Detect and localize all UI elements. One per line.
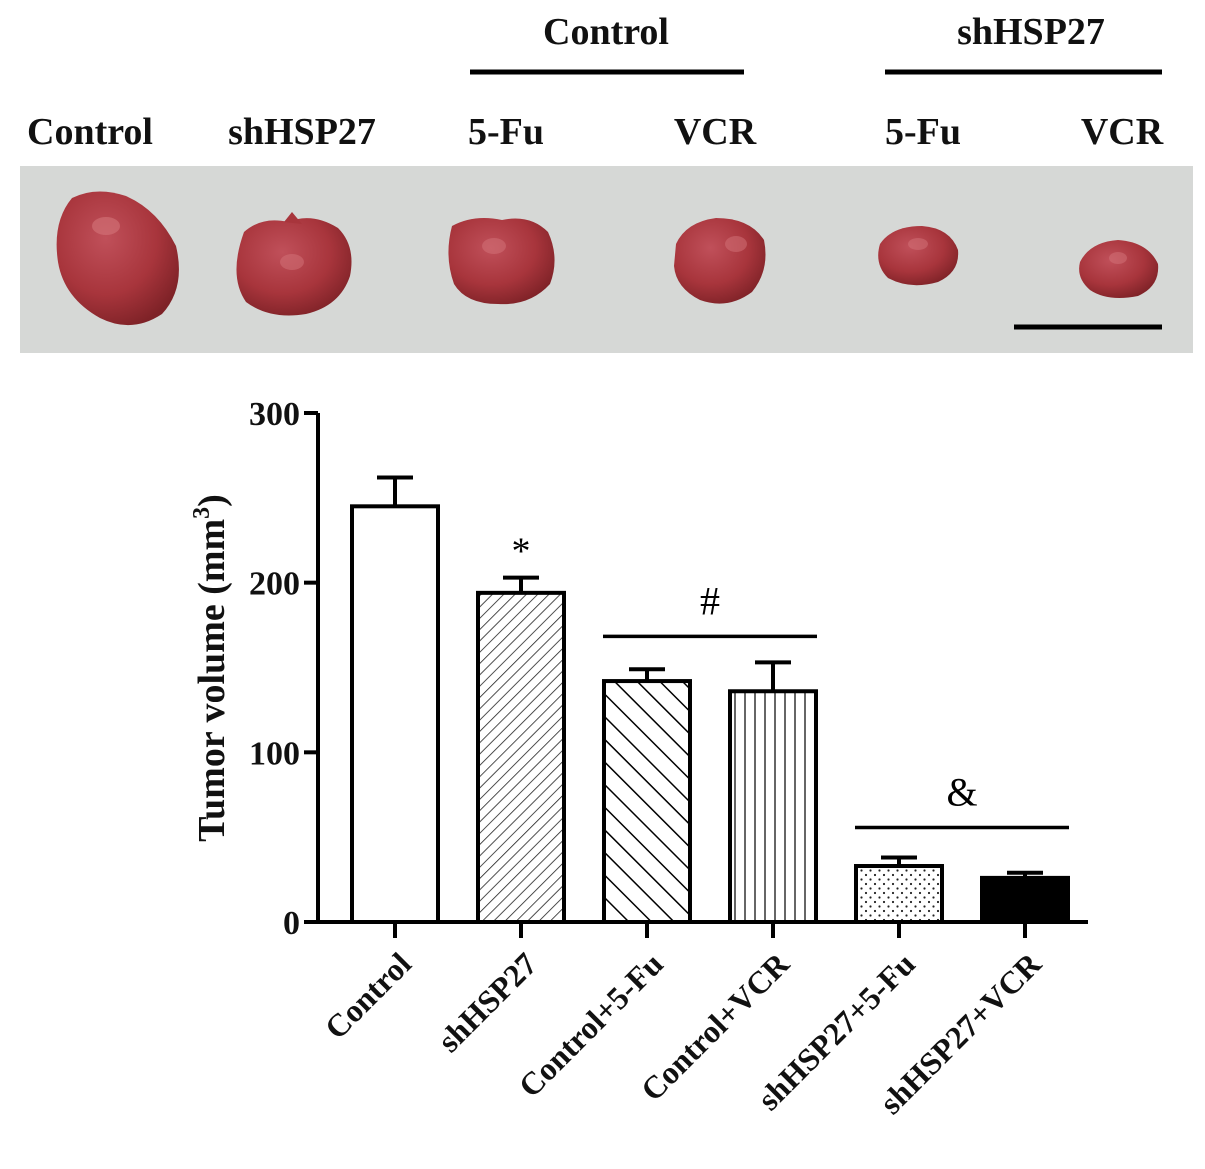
tumor-shhsp27	[236, 212, 352, 316]
group-label-shhsp27: shHSP27	[957, 11, 1105, 53]
sample-label-5fu-2: 5-Fu	[885, 111, 961, 153]
photo-panel: Control shHSP27 Control shHSP27 5-Fu VCR…	[20, 11, 1193, 353]
y-axis: 0 100 200 300	[249, 396, 320, 942]
bar-chart: Tumor volume (mm3) 0 100 200 300 Control shH…	[189, 396, 1088, 1121]
tumor-shhsp27-vcr	[1079, 240, 1159, 298]
bar	[854, 864, 944, 925]
bar	[980, 875, 1070, 924]
sample-label-vcr: VCR	[674, 111, 757, 153]
bars	[350, 504, 1070, 925]
y-tick-label: 300	[249, 396, 300, 433]
y-tick-label: 200	[249, 566, 300, 603]
tumor-control-5fu	[448, 218, 555, 305]
x-tick-label: shHSP27	[430, 945, 543, 1058]
significance-hash-symbol: #	[700, 578, 720, 623]
y-axis-label: Tumor volume (mm3)	[189, 494, 233, 842]
error-bars	[377, 475, 1043, 878]
group-label-control: Control	[543, 11, 669, 53]
significance-amp-symbol: &	[946, 770, 977, 815]
bar	[602, 679, 692, 924]
bar	[728, 689, 818, 925]
sample-label-shhsp27: shHSP27	[228, 111, 376, 153]
photo-background	[20, 166, 1193, 353]
tumor-control-vcr	[674, 218, 766, 304]
sample-label-5fu: 5-Fu	[468, 111, 544, 153]
significance-star: *	[512, 531, 531, 573]
tumor-control	[56, 191, 179, 326]
sample-label-vcr-2: VCR	[1081, 111, 1164, 153]
y-tick-label: 0	[283, 905, 300, 942]
tumor-shhsp27-5fu	[878, 226, 959, 286]
x-tick-label: Control	[317, 945, 418, 1046]
bar	[476, 590, 566, 924]
sample-label-control: Control	[27, 111, 153, 153]
significance-annotations: * # &	[512, 531, 1069, 830]
bar	[350, 504, 440, 924]
x-axis: Control shHSP27Control+5-FuControl+VCRshH…	[317, 920, 1088, 1121]
y-tick-label: 100	[249, 735, 300, 772]
